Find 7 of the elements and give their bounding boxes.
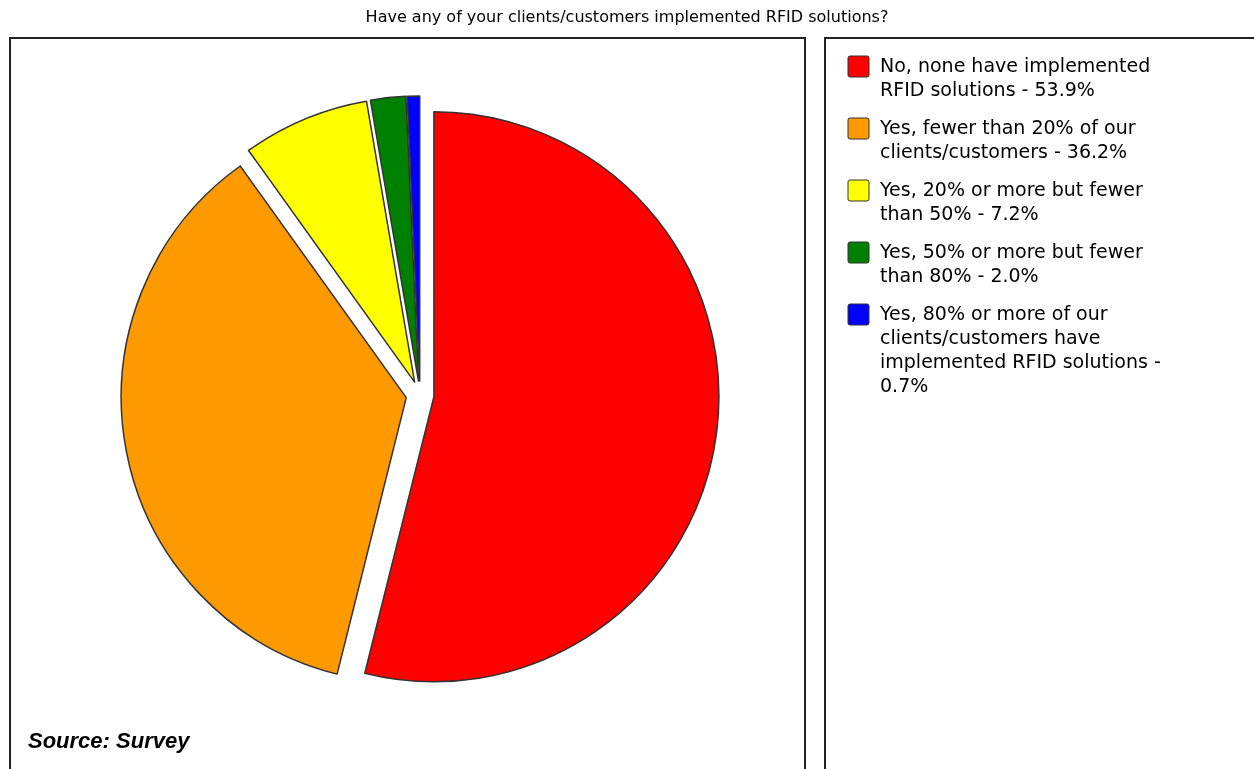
chart-title: Have any of your clients/customers implemented RFID solutions? [365,7,889,26]
legend-label: Yes, 50% or more but fewer than 80% - 2.0% [879,240,1143,286]
legend-label: Yes, 80% or more of our clients/customers have implemented RFID solutions - 0.7% [879,302,1161,396]
source-note: Source: Survey [28,728,192,753]
legend-label: Yes, fewer than 20% of our clients/customers - 36.2% [879,116,1136,162]
legend-label: No, none have implemented RFID solutions - 53.9% [880,54,1151,100]
legend-label: Yes, 20% or more but fewer than 50% - 7.2% [879,178,1143,224]
